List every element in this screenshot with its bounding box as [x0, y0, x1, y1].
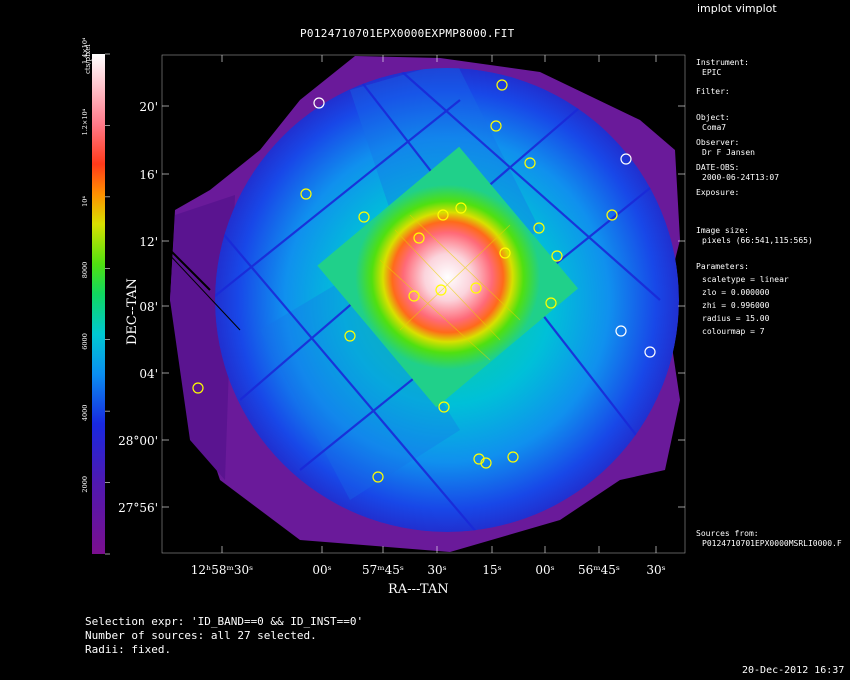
core-streaks	[379, 214, 521, 361]
source-marker	[437, 209, 449, 221]
source-marker	[344, 330, 356, 342]
sources-from: Sources from: P0124710701EPX0000MSRLI000…	[696, 529, 842, 549]
info-panel: Instrument: EPIC Filter: Object: Coma7 O…	[696, 58, 846, 337]
source-marker	[507, 451, 519, 463]
colorbar-tick-label: 1.4×10⁴	[81, 38, 89, 64]
y-axis-label: DEC--TAN	[125, 278, 140, 345]
x-tick-label: 30ˢ	[427, 563, 446, 577]
source-marker	[551, 250, 563, 262]
colorbar-tick-label: 4000	[81, 405, 89, 422]
y-tick-label: 27°56'	[118, 501, 158, 515]
selection-count: Number of sources: all 27 selected.	[85, 629, 317, 642]
source-marker	[499, 247, 511, 259]
source-marker	[300, 188, 312, 200]
x-tick-label: 56ᵐ45ˢ	[578, 563, 620, 577]
x-axis-label: RA---TAN	[388, 582, 449, 597]
source-marker	[438, 401, 450, 413]
source-markers	[192, 79, 656, 483]
image-size-value: pixels (66:541,115:565)	[702, 236, 813, 245]
defect-line-2	[164, 249, 241, 331]
source-marker	[496, 79, 508, 91]
app-title: implot vimplot	[697, 2, 777, 15]
source-marker	[524, 157, 536, 169]
plot-frame	[161, 54, 686, 554]
source-marker	[490, 120, 502, 132]
selection-info: Selection expr: 'ID_BAND==0 && ID_INST==…	[85, 615, 363, 657]
source-marker	[358, 211, 370, 223]
y-tick-label: 28°00'	[118, 434, 158, 448]
plot-title: P0124710701EPX0000EXPMP8000.FIT	[300, 27, 515, 40]
source-marker	[470, 282, 482, 294]
param-radius: radius = 15.00	[702, 314, 770, 323]
colorbar-tick-label: 8000	[81, 262, 89, 279]
image-size-label: Image size:	[696, 226, 749, 235]
observer-value: Dr F Jansen	[702, 148, 755, 157]
object-label: Object:	[696, 113, 730, 122]
colorbar-tick-label: 2000	[81, 476, 89, 493]
selection-expr: Selection expr: 'ID_BAND==0 && ID_INST==…	[85, 615, 364, 628]
x-tick-label: 57ᵐ45ˢ	[362, 563, 404, 577]
y-tick-label: 20'	[139, 100, 158, 114]
x-tick-label: 12ʰ58ᵐ30ˢ	[191, 563, 253, 577]
defect-line	[164, 244, 211, 291]
source-marker	[644, 346, 656, 358]
source-marker	[192, 382, 204, 394]
pointing-south	[260, 270, 460, 500]
source-marker	[620, 153, 632, 165]
parameters-label: Parameters:	[696, 262, 749, 271]
source-marker	[455, 202, 467, 214]
colorbar-tick-label: 6000	[81, 333, 89, 350]
object-value: Coma7	[702, 123, 727, 132]
date-value: 2000-06-24T13:07	[702, 173, 780, 182]
colorbar-unit: cts/pixel	[84, 44, 92, 74]
x-tick-label: 00ˢ	[312, 563, 331, 577]
timestamp: 20-Dec-2012 16:37	[742, 665, 845, 676]
y-tick-label: 12'	[139, 235, 158, 249]
central-pointing	[317, 146, 579, 408]
date-label: DATE-OBS:	[696, 163, 740, 172]
param-scaletype: scaletype = linear	[702, 275, 789, 284]
colorbar-tick-label: 10⁴	[81, 196, 89, 207]
instrument-label: Instrument:	[696, 58, 749, 67]
sources-label: Sources from:	[696, 529, 759, 538]
x-tick-label: 15ˢ	[482, 563, 501, 577]
x-tick-label: 30ˢ	[646, 563, 665, 577]
source-marker	[615, 325, 627, 337]
source-marker	[606, 209, 618, 221]
param-zhi: zhi = 0.996000	[702, 301, 770, 310]
y-tick-label: 04'	[139, 367, 158, 381]
colorbar-tick-label: 1.2×10⁴	[81, 108, 89, 135]
source-marker	[545, 297, 557, 309]
y-axis-ticks: 20' 16' 12' 08' 04' 28°00' 27°56'	[118, 100, 685, 515]
source-marker	[372, 471, 384, 483]
filter-label: Filter:	[696, 87, 730, 96]
param-colourmap: colourmap = 7	[702, 327, 765, 336]
observer-label: Observer:	[696, 138, 740, 147]
colorbar-gradient	[92, 54, 105, 554]
x-axis-ticks: 12ʰ58ᵐ30ˢ 00ˢ 57ᵐ45ˢ 30ˢ 15ˢ 00ˢ 56ᵐ45ˢ 30ˢ	[191, 55, 666, 577]
param-zlo: zlo = 0.000000	[702, 288, 770, 297]
sources-value: P0124710701EPX0000MSRLI0000.F	[702, 539, 842, 548]
source-marker	[313, 97, 325, 109]
source-marker	[533, 222, 545, 234]
source-marker	[413, 232, 425, 244]
selection-radii: Radii: fixed.	[85, 643, 172, 656]
exposure-label: Exposure:	[696, 188, 740, 197]
source-marker	[480, 457, 492, 469]
instrument-value: EPIC	[702, 68, 722, 77]
y-tick-label: 16'	[139, 168, 158, 182]
source-marker	[435, 284, 447, 296]
y-tick-label: 08'	[139, 300, 158, 314]
source-marker	[408, 290, 420, 302]
x-tick-label: 00ˢ	[535, 563, 554, 577]
